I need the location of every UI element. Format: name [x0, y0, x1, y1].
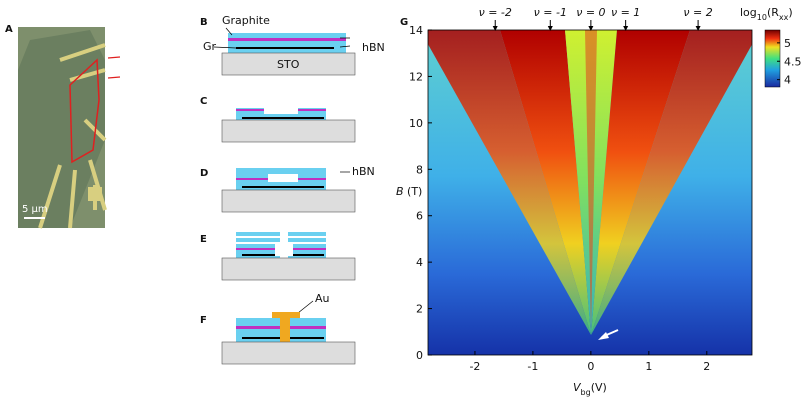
cb-log: log — [740, 6, 757, 19]
cb-base: 10 — [757, 13, 767, 22]
hbn-label: hBN — [352, 165, 375, 178]
filling-arrowhead — [547, 26, 553, 31]
graphite-label: Graphite — [222, 14, 270, 27]
cb-sub: xx — [779, 13, 789, 22]
y-tick-label: 4 — [416, 256, 423, 269]
panel-label: E — [200, 234, 207, 245]
hbn-label: hBN — [362, 41, 385, 54]
scale-bar-label: 5 μm — [22, 204, 48, 215]
colorbar-title: log10(Rxx) — [740, 6, 793, 22]
schematics: B Graphite Gr hBN STO C D hBN E F Au — [200, 14, 385, 365]
panel-label: A — [5, 24, 13, 35]
x-axis-sub: bg — [581, 388, 591, 397]
y-tick-label: 2 — [416, 303, 423, 316]
cb-close: ) — [788, 6, 792, 19]
x-axis-unit: (V) — [591, 381, 607, 394]
x-tick-label: 1 — [645, 360, 652, 373]
y-tick-label: 10 — [409, 117, 423, 130]
colorbar — [764, 29, 781, 88]
x-tick-label: -1 — [527, 360, 538, 373]
filling-arrowhead — [623, 26, 629, 31]
panel-label: B — [200, 17, 208, 28]
cb-open: (R — [767, 6, 779, 19]
y-tick-label: 14 — [409, 24, 423, 37]
panel-label: G — [400, 17, 408, 28]
x-tick-label: 0 — [587, 360, 594, 373]
colorbar-tick-label: 4.5 — [784, 55, 802, 68]
au-label: Au — [315, 292, 330, 305]
x-tick-label: -2 — [469, 360, 480, 373]
panel-label: F — [200, 315, 207, 326]
colorbar-tick-label: 4 — [784, 74, 791, 87]
panel-label: C — [200, 96, 207, 107]
y-tick-label: 0 — [416, 349, 423, 362]
y-axis-var: B — [396, 185, 404, 198]
filling-label: ν = 0 — [576, 6, 605, 19]
y-axis-unit: (T) — [407, 185, 422, 198]
heatmap — [428, 30, 752, 355]
x-axis-var: V — [573, 381, 582, 394]
filling-arrowhead — [492, 26, 498, 31]
substrate-label: STO — [277, 58, 300, 71]
filling-label: ν = -2 — [479, 6, 512, 19]
y-tick-label: 6 — [416, 210, 423, 223]
colorbar-tick-label: 5 — [784, 37, 791, 50]
y-axis-label: B (T) — [396, 185, 422, 198]
filling-label: ν = -1 — [534, 6, 567, 19]
y-tick-label: 8 — [416, 163, 423, 176]
plot-frame — [427, 29, 753, 356]
y-tick-label: 12 — [409, 70, 423, 83]
filling-arrowhead — [588, 26, 594, 31]
x-tick-label: 2 — [703, 360, 710, 373]
gr-label: Gr — [203, 40, 217, 53]
filling-label: ν = 2 — [683, 6, 712, 19]
micrograph: 5 μm — [18, 27, 121, 229]
x-axis-label: Vbg(V) — [573, 381, 607, 397]
filling-arrowhead — [695, 26, 701, 31]
filling-label: ν = 1 — [611, 6, 640, 19]
panel-label: D — [200, 168, 208, 179]
